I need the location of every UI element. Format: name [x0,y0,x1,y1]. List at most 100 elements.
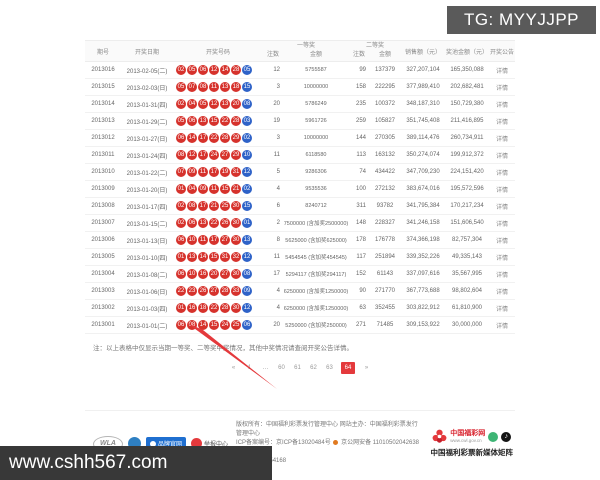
detail-link[interactable]: 详情 [495,238,508,245]
red-ball: 07 [176,167,186,177]
detail-link[interactable]: 详情 [495,102,508,109]
red-ball: 15 [220,184,230,194]
red-ball: 30 [231,269,241,279]
issue-cell: 2013007 [91,220,115,226]
detail-link[interactable]: 详情 [495,68,508,75]
sales-cell: 351,745,408 [406,118,440,124]
page-60[interactable]: 60 [278,365,285,371]
winning-numbers: 01 13 14 15 31 32 12 [173,252,263,262]
red-ball: 08 [198,82,208,92]
first-prize-amount-cell: 9286306 [305,169,327,175]
detail-link[interactable]: 详情 [495,170,508,177]
detail-link[interactable]: 详情 [495,255,508,262]
table-header: 期号 开奖日期 开奖号码 一等奖 注数 金额 二等奖 注数 金额 销售额（元） … [85,40,515,62]
red-ball: 28 [220,303,230,313]
page-1[interactable]: 1 [247,365,252,371]
red-ball: 13 [198,218,208,228]
red-ball: 27 [220,235,230,245]
red-ball: 28 [220,133,230,143]
date-cell: 2013-01-13(日) [126,238,168,245]
red-ball: 14 [187,133,197,143]
detail-link[interactable]: 详情 [495,153,508,160]
blue-ball: 10 [242,150,252,160]
pool-cell: 211,416,895 [450,118,484,124]
detail-link[interactable]: 详情 [495,323,508,330]
detail-link[interactable]: 详情 [495,136,508,143]
date-cell: 2013-01-29(二) [126,119,168,126]
douyin-icon[interactable]: ♪ [501,431,512,442]
cwl-site-name[interactable]: 中国福彩网 [450,429,486,437]
red-ball: 10 [187,269,197,279]
second-prize-amount-cell: 93782 [376,203,394,209]
red-ball: 19 [220,167,230,177]
page-61[interactable]: 61 [294,365,301,371]
report-center-badge[interactable]: 举报中心 [191,438,228,449]
footer-icp[interactable]: ICP备案编号：京ICP备13020484号 [236,440,331,446]
winning-numbers: 02 04 05 12 13 20 08 [173,99,263,109]
first-prize-count-cell: 17 [273,271,280,277]
detail-link[interactable]: 详情 [495,85,508,92]
page-62[interactable]: 62 [310,365,317,371]
sales-cell: 348,187,310 [406,101,440,107]
first-prize-count-cell: 11 [273,152,280,158]
table-row: 2013011 2013-01-24(四) 08 12 17 24 27 29 10 11 6118… [85,147,515,164]
header-sales: 销售额（元） [404,49,441,56]
red-ball: 14 [198,320,208,330]
red-ball: 06 [187,116,197,126]
red-ball: 15 [209,320,219,330]
issue-cell: 2013014 [91,101,115,107]
pagination: « 1 … 60 61 62 63 64 » [85,362,515,374]
blue-ball: 05 [242,65,252,75]
table-row: 2013012 2013-01-27(日) 06 14 17 22 28 29 02 3 10000… [85,130,515,147]
second-prize-amount-cell: 272132 [374,186,396,192]
issue-cell: 2013002 [91,305,115,311]
detail-link[interactable]: 详情 [495,289,508,296]
detail-link[interactable]: 详情 [495,204,508,211]
second-prize-count-cell: 259 [355,118,366,124]
header-second-prize-group: 二等奖 注数 金额 [349,41,401,61]
blue-ball: 06 [242,320,252,330]
red-ball: 13 [220,99,230,109]
detail-link[interactable]: 详情 [495,119,508,126]
second-prize-count-cell: 63 [359,305,366,311]
first-prize-count-cell: 4 [276,288,280,294]
pool-cell: 170,217,234 [450,203,484,209]
detail-link[interactable]: 详情 [495,306,508,313]
detail-link[interactable]: 详情 [495,187,508,194]
first-prize-amount-cell: 6250000 (含加奖1250000) [283,289,349,295]
red-ball: 06 [176,235,186,245]
red-ball: 04 [187,99,197,109]
red-ball: 01 [176,184,186,194]
pool-cell: 82,757,304 [451,237,483,243]
table-row: 2013004 2013-01-08(二) 06 10 16 20 27 30 08 17 5294… [85,266,515,283]
second-prize-amount-cell: 434422 [374,169,396,175]
red-ball: 06 [187,218,197,228]
header-notice: 开奖公告 [489,49,514,56]
winning-numbers: 05 06 13 15 22 28 03 [173,116,263,126]
red-ball: 05 [187,65,197,75]
red-ball: 04 [187,184,197,194]
table-note: 注：以上表格中仅显示当期一等奖、二等奖中奖情况，其他中奖情况请查阅开奖公告详情。 [93,345,353,352]
red-ball: 09 [198,184,208,194]
table-row: 2013013 2013-01-29(二) 05 06 13 15 22 28 03 19 5961… [85,113,515,130]
second-prize-amount-cell: 137379 [374,67,396,73]
police-shield-icon [333,439,339,445]
detail-link[interactable]: 详情 [495,272,508,279]
first-prize-count-cell: 8 [276,237,280,243]
page-64[interactable]: 64 [341,362,355,374]
red-ball: 30 [231,303,241,313]
header-second-amount: 金额 [378,52,391,58]
winning-numbers: 05 07 08 11 13 18 15 [173,82,263,92]
red-ball: 26 [220,218,230,228]
page-next[interactable]: » [364,365,369,371]
date-cell: 2013-01-31(四) [126,102,168,109]
first-prize-count-cell: 20 [273,322,280,328]
red-ball: 12 [209,99,219,109]
second-prize-count-cell: 117 [356,254,366,260]
page-prev[interactable]: « [231,365,236,371]
wechat-icon[interactable] [488,431,499,442]
detail-link[interactable]: 详情 [495,221,508,228]
red-ball: 28 [220,286,230,296]
report-logo-icon [191,438,203,449]
page-63[interactable]: 63 [326,365,333,371]
